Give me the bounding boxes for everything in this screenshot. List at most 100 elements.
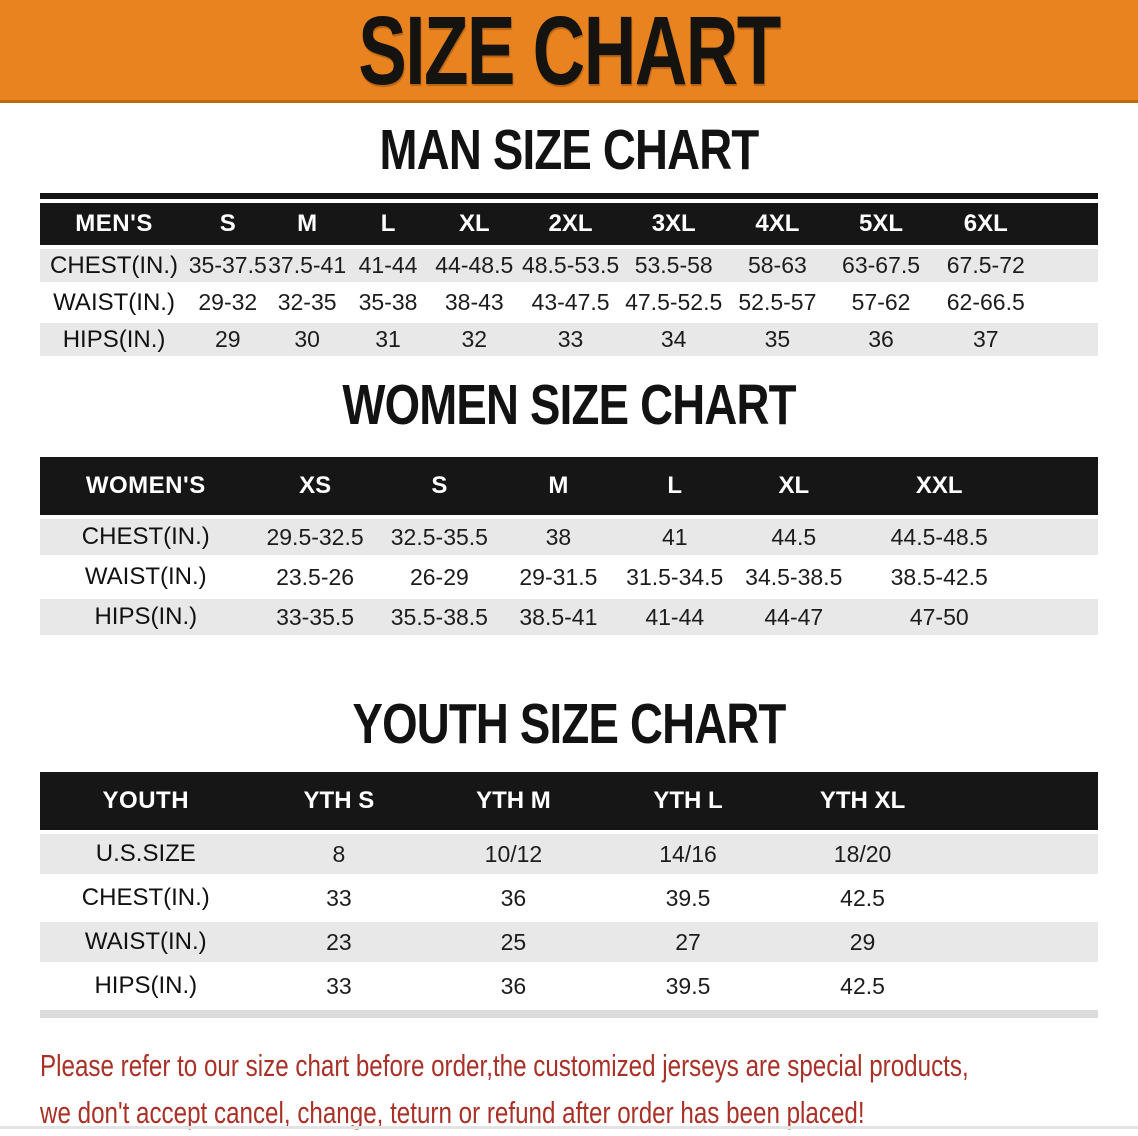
row-spacer bbox=[1023, 599, 1098, 635]
size-cell: 38 bbox=[500, 519, 617, 555]
column-header: 2XL bbox=[519, 203, 622, 245]
size-cell: 32-35 bbox=[267, 286, 347, 319]
table-row: HIPS(IN.) 33-35.5 35.5-38.5 38.5-41 41-4… bbox=[40, 599, 1098, 635]
size-cell: 26-29 bbox=[378, 559, 501, 595]
size-cell: 39.5 bbox=[600, 878, 776, 918]
size-cell: 57-62 bbox=[829, 286, 933, 319]
size-cell: 35-38 bbox=[346, 286, 430, 319]
size-cell: 34.5-38.5 bbox=[732, 559, 855, 595]
womens-size-table: WOMEN'S XS S M L XL XXL CHEST(IN.) 29.5-… bbox=[40, 453, 1098, 639]
row-label: CHEST(IN.) bbox=[40, 519, 252, 555]
section-heading-women: WOMEN SIZE CHART bbox=[342, 373, 796, 437]
column-header: YTH L bbox=[600, 772, 776, 830]
size-cell: 35.5-38.5 bbox=[378, 599, 501, 635]
size-cell: 23 bbox=[251, 922, 427, 962]
table-header-row: MEN'S S M L XL 2XL 3XL 4XL 5XL 6XL bbox=[40, 203, 1098, 245]
size-cell: 14/16 bbox=[600, 834, 776, 874]
size-cell: 42.5 bbox=[775, 878, 950, 918]
banner-title: SIZE CHART bbox=[358, 0, 781, 105]
row-spacer bbox=[1038, 249, 1098, 282]
row-label: HIPS(IN.) bbox=[40, 323, 189, 356]
row-label: CHEST(IN.) bbox=[40, 249, 189, 282]
size-cell: 36 bbox=[426, 966, 601, 1006]
column-header: S bbox=[378, 457, 501, 515]
size-cell: 33 bbox=[251, 878, 427, 918]
size-cell: 62-66.5 bbox=[932, 286, 1039, 319]
table-header-row: WOMEN'S XS S M L XL XXL bbox=[40, 457, 1098, 515]
size-cell: 25 bbox=[426, 922, 601, 962]
column-header: XL bbox=[732, 457, 855, 515]
header-spacer bbox=[1023, 457, 1098, 515]
size-cell: 43-47.5 bbox=[519, 286, 622, 319]
column-header: YTH XL bbox=[775, 772, 950, 830]
column-header: 3XL bbox=[621, 203, 726, 245]
mens-table-top-border bbox=[40, 193, 1098, 199]
column-header: M bbox=[267, 203, 347, 245]
row-spacer bbox=[949, 966, 1098, 1006]
column-header: L bbox=[616, 457, 733, 515]
size-cell: 39.5 bbox=[600, 966, 776, 1006]
column-header: L bbox=[346, 203, 430, 245]
row-label: CHEST(IN.) bbox=[40, 878, 252, 918]
size-cell: 30 bbox=[267, 323, 347, 356]
size-cell: 58-63 bbox=[725, 249, 830, 282]
size-cell: 33-35.5 bbox=[251, 599, 379, 635]
column-header: XS bbox=[251, 457, 379, 515]
size-cell: 29.5-32.5 bbox=[251, 519, 379, 555]
size-cell: 42.5 bbox=[775, 966, 950, 1006]
section-heading-men: MAN SIZE CHART bbox=[379, 118, 760, 182]
size-cell: 34 bbox=[621, 323, 726, 356]
table-row: CHEST(IN.) 33 36 39.5 42.5 bbox=[40, 878, 1098, 918]
size-cell: 29 bbox=[775, 922, 950, 962]
table-row: CHEST(IN.) 29.5-32.5 32.5-35.5 38 41 44.… bbox=[40, 519, 1098, 555]
size-cell: 52.5-57 bbox=[725, 286, 830, 319]
table-row: HIPS(IN.) 33 36 39.5 42.5 bbox=[40, 966, 1098, 1006]
size-cell: 38-43 bbox=[429, 286, 520, 319]
size-cell: 32 bbox=[429, 323, 520, 356]
row-label: WAIST(IN.) bbox=[40, 286, 189, 319]
header-spacer bbox=[1038, 203, 1098, 245]
table-row: CHEST(IN.) 35-37.5 37.5-41 41-44 44-48.5… bbox=[40, 249, 1098, 282]
row-spacer bbox=[1038, 286, 1098, 319]
size-cell: 29 bbox=[188, 323, 268, 356]
size-cell: 47-50 bbox=[854, 599, 1024, 635]
size-cell: 32.5-35.5 bbox=[378, 519, 501, 555]
youth-size-table: YOUTH YTH S YTH M YTH L YTH XL U.S.SIZE … bbox=[40, 768, 1098, 1010]
size-cell: 31 bbox=[346, 323, 430, 356]
size-cell: 36 bbox=[426, 878, 601, 918]
row-label: U.S.SIZE bbox=[40, 834, 252, 874]
size-cell: 35-37.5 bbox=[188, 249, 268, 282]
column-header: 6XL bbox=[932, 203, 1039, 245]
size-cell: 37.5-41 bbox=[267, 249, 347, 282]
size-cell: 18/20 bbox=[775, 834, 950, 874]
footnote: Please refer to our size chart before or… bbox=[40, 1042, 1101, 1136]
row-label: HIPS(IN.) bbox=[40, 599, 252, 635]
size-cell: 38.5-41 bbox=[500, 599, 617, 635]
size-cell: 41-44 bbox=[346, 249, 430, 282]
size-cell: 38.5-42.5 bbox=[854, 559, 1024, 595]
size-cell: 48.5-53.5 bbox=[519, 249, 622, 282]
table-group-label: MEN'S bbox=[40, 203, 189, 245]
size-cell: 44.5 bbox=[732, 519, 855, 555]
column-header: YTH S bbox=[251, 772, 427, 830]
column-header: XXL bbox=[854, 457, 1024, 515]
youth-table-bottom-border bbox=[40, 1010, 1098, 1018]
column-header: 5XL bbox=[829, 203, 933, 245]
size-cell: 31.5-34.5 bbox=[616, 559, 733, 595]
column-header: S bbox=[188, 203, 268, 245]
table-group-label: WOMEN'S bbox=[40, 457, 252, 515]
table-row: U.S.SIZE 8 10/12 14/16 18/20 bbox=[40, 834, 1098, 874]
size-cell: 10/12 bbox=[426, 834, 601, 874]
row-label: WAIST(IN.) bbox=[40, 922, 252, 962]
row-spacer bbox=[949, 834, 1098, 874]
size-cell: 47.5-52.5 bbox=[621, 286, 726, 319]
size-cell: 67.5-72 bbox=[932, 249, 1039, 282]
bottom-edge-line bbox=[0, 1126, 1138, 1129]
size-cell: 29-32 bbox=[188, 286, 268, 319]
size-cell: 8 bbox=[251, 834, 427, 874]
size-cell: 44-48.5 bbox=[429, 249, 520, 282]
row-spacer bbox=[1023, 519, 1098, 555]
row-label: HIPS(IN.) bbox=[40, 966, 252, 1006]
table-group-label: YOUTH bbox=[40, 772, 252, 830]
size-cell: 44-47 bbox=[732, 599, 855, 635]
